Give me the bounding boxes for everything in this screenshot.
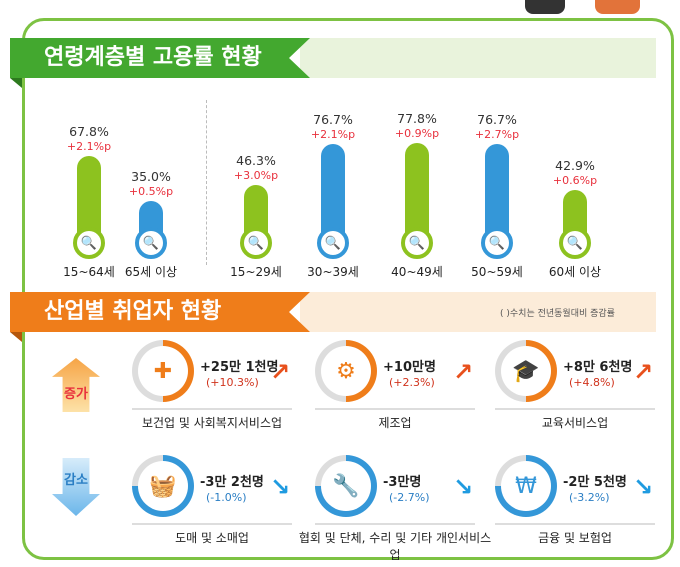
section1-title: 연령계층별 고용률 현황 (10, 38, 310, 78)
infographic-frame (22, 18, 674, 560)
value-label: 76.7% (313, 112, 353, 128)
laptop-won-icon: ₩ (501, 461, 551, 511)
industry-name: 협회 및 단체, 수리 및 기타 개인서비스업 (298, 531, 492, 562)
wrench-icon: 🔧 (321, 461, 371, 511)
industry-rate: (-3.2%) (569, 491, 610, 504)
increase-arrow-icon: ↗ (453, 358, 474, 386)
category-label: 15~29세 (230, 265, 282, 279)
industry-donut: 🧺 (132, 455, 194, 517)
section2-title: 산업별 취업자 현황 (10, 292, 310, 332)
divider (495, 408, 655, 410)
industry-donut: ✚ (132, 340, 194, 402)
decrease-arrow-icon: ↘ (633, 473, 654, 501)
note: ( )수치는 전년동월대비 증감률 (500, 309, 615, 319)
industry-rate: (-2.7%) (389, 491, 430, 504)
industry-name: 보건업 및 사회복지서비스업 (141, 416, 283, 430)
category-label: 30~39세 (307, 265, 359, 279)
increase-arrow-icon: ↗ (270, 358, 291, 386)
industry-rate: (+10.3%) (206, 376, 259, 389)
increase-label: 증가 (64, 386, 88, 402)
divider (132, 523, 292, 525)
change-label: +2.1%p (66, 140, 112, 154)
category-label: 65세 이상 (124, 265, 178, 279)
industry-change: -3만명 (383, 475, 422, 490)
change-label: +0.5%p (128, 184, 174, 198)
section1-band (300, 38, 656, 78)
industry-change: -3만 2천명 (200, 475, 264, 490)
section2-band (300, 292, 656, 332)
document-search-icon: 🔍 (481, 227, 513, 259)
industry-donut: ⚙ (315, 340, 377, 402)
industry-change: +25만 1천명 (200, 360, 279, 375)
document-search-icon: 🔍 (73, 227, 105, 259)
banner-fold (10, 332, 22, 342)
divider (132, 408, 292, 410)
banner-fold (10, 78, 22, 88)
category-label: 60세 이상 (548, 265, 602, 279)
divider (315, 523, 475, 525)
graduation-cap-icon: 🎓 (501, 346, 551, 396)
industry-name: 제조업 (378, 416, 412, 430)
industry-rate: (+4.8%) (569, 376, 615, 389)
decrease-label: 감소 (64, 472, 88, 488)
industry-donut: ₩ (495, 455, 557, 517)
value-label: 35.0% (131, 168, 171, 184)
people-illustration (525, 0, 665, 16)
increase-arrow-icon: ↗ (633, 358, 654, 386)
value-label: 67.8% (69, 124, 109, 140)
industry-rate: (+2.3%) (389, 376, 435, 389)
divider (315, 408, 475, 410)
industry-donut: 🔧 (315, 455, 377, 517)
value-label: 76.7% (477, 112, 517, 128)
industry-change: +8만 6천명 (563, 360, 633, 375)
value-label: 46.3% (236, 153, 276, 169)
bar (321, 144, 345, 243)
document-search-icon: 🔍 (559, 227, 591, 259)
bar (405, 142, 429, 243)
decrease-arrow-icon: ↘ (453, 473, 474, 501)
document-search-icon: 🔍 (135, 227, 167, 259)
industry-change: -2만 5천명 (563, 475, 627, 490)
value-label: 42.9% (555, 158, 595, 174)
bar (485, 144, 509, 243)
industry-name: 교육서비스업 (541, 416, 609, 430)
divider (206, 100, 207, 265)
industry-name: 금융 및 보험업 (538, 531, 612, 545)
change-label: +2.1%p (310, 128, 356, 142)
industry-donut: 🎓 (495, 340, 557, 402)
change-label: +0.9%p (394, 126, 440, 140)
category-label: 40~49세 (391, 265, 443, 279)
document-search-icon: 🔍 (401, 227, 433, 259)
industry-name: 도매 및 소매업 (175, 531, 249, 545)
document-search-icon: 🔍 (240, 227, 272, 259)
change-label: +2.7%p (474, 128, 520, 142)
category-label: 50~59세 (471, 265, 523, 279)
document-search-icon: 🔍 (317, 227, 349, 259)
basket-icon: 🧺 (138, 461, 188, 511)
decrease-arrow-icon: ↘ (270, 473, 291, 501)
industry-change: +10만명 (383, 360, 436, 375)
industry-rate: (-1.0%) (206, 491, 247, 504)
change-label: +0.6%p (552, 174, 598, 188)
category-label: 15~64세 (63, 265, 115, 279)
divider (495, 523, 655, 525)
gears-icon: ⚙ (321, 346, 371, 396)
value-label: 77.8% (397, 110, 437, 126)
medical-kit-icon: ✚ (138, 346, 188, 396)
change-label: +3.0%p (233, 169, 279, 183)
